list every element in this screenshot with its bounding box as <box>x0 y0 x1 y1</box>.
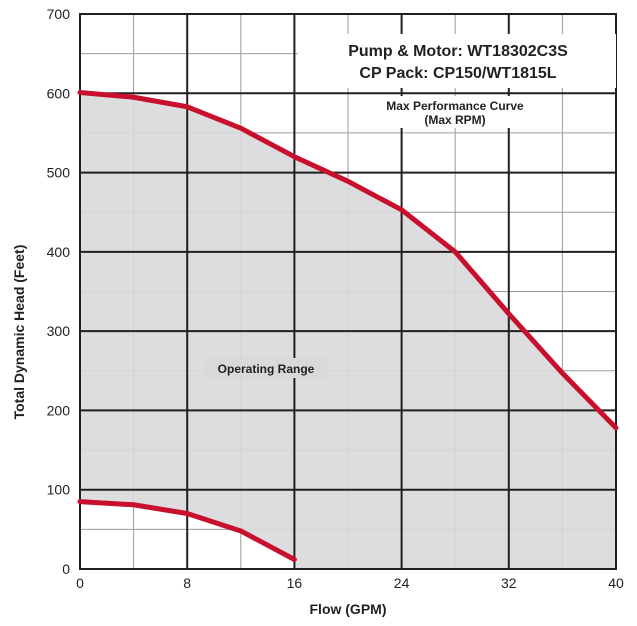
x-tick-label: 32 <box>501 575 517 591</box>
x-tick-label: 40 <box>608 575 624 591</box>
y-axis-title: Total Dynamic Head (Feet) <box>11 245 27 420</box>
operating-range-label: Operating Range <box>218 362 315 376</box>
max-curve-label-background <box>365 96 545 128</box>
operating-range-label-background <box>205 358 327 378</box>
chart-title-line-2: CP Pack: CP150/WT1815L <box>359 65 556 82</box>
y-tick-label: 100 <box>47 482 71 498</box>
plot-frame <box>79 13 617 570</box>
x-tick-label: 0 <box>76 575 84 591</box>
max-curve-label-line-1: Max Performance Curve <box>386 99 524 113</box>
max-performance-curve <box>77 89 619 431</box>
y-tick-label: 500 <box>47 165 71 181</box>
x-tick-label: 16 <box>287 575 303 591</box>
min-performance-curve <box>77 499 297 562</box>
y-tick-label: 600 <box>47 85 71 101</box>
chart-title-background <box>298 34 616 88</box>
y-tick-label: 300 <box>47 323 71 339</box>
x-tick-label: 24 <box>394 575 410 591</box>
x-tick-label: 8 <box>183 575 191 591</box>
y-tick-label: 400 <box>47 244 71 260</box>
max-curve-label-line-2: (Max RPM) <box>424 113 485 127</box>
y-axis-ticks: 0 100 200 300 400 500 600 700 <box>47 6 71 577</box>
y-tick-label: 700 <box>47 6 71 22</box>
chart-title-line-1: Pump & Motor: WT18302C3S <box>348 43 568 60</box>
y-tick-label: 0 <box>62 561 70 577</box>
y-tick-label: 200 <box>47 402 71 418</box>
x-axis-title: Flow (GPM) <box>310 601 387 617</box>
x-axis-ticks: 0 8 16 24 32 40 <box>76 575 624 591</box>
